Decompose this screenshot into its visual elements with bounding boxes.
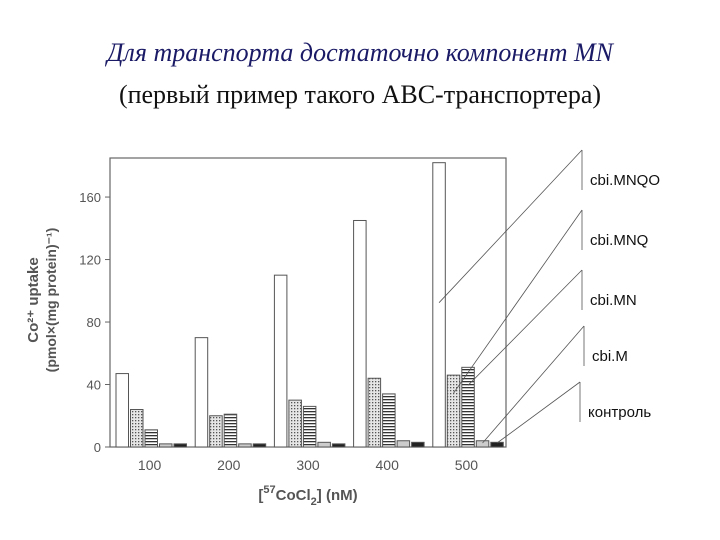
legend-leader-line: [482, 325, 585, 444]
bar-контроль-200: [252, 443, 267, 448]
bar-cbimnqo-500: [432, 162, 446, 448]
bar-cbimnqo-200: [194, 337, 209, 448]
bar-контроль-500: [490, 441, 504, 448]
legend-label: cbi.MN: [590, 292, 637, 309]
x-tick-label: 200: [217, 457, 241, 473]
bar-контроль-400: [411, 441, 425, 448]
bar-cbimn-200: [223, 413, 238, 448]
y-tick-label: 0: [94, 440, 101, 455]
legend-label: cbi.MNQ: [590, 232, 648, 249]
bar-cbim-200: [238, 443, 252, 448]
x-axis-label: [57CoCl2] (nM): [258, 484, 357, 508]
legend-label: cbi.MNQO: [590, 172, 660, 189]
bar-cbimnq-400: [367, 377, 382, 448]
bar-cbimnqo-400: [353, 219, 367, 448]
legend-leader-line: [496, 381, 581, 444]
x-tick-label: 100: [138, 457, 162, 473]
bar-контроль-300: [331, 443, 346, 448]
bar-cbim-400: [396, 440, 411, 448]
bar-cbimnq-300: [288, 399, 302, 448]
bar-cbimnq-100: [130, 409, 144, 448]
bar-cbimnq-200: [209, 415, 223, 448]
y-tick-label: 160: [79, 190, 101, 205]
y-axis-label-units: (pmol×(mg protein)⁻¹): [43, 228, 59, 373]
bar-контроль-100: [173, 443, 187, 448]
legend-leader-line: [453, 209, 583, 394]
legend-leader-line: [467, 269, 583, 386]
bar-cbim-500: [475, 440, 490, 448]
y-tick-label: 80: [87, 315, 101, 330]
bar-cbim-100: [159, 443, 173, 448]
y-axis-label: Co²⁺ uptake: [25, 257, 42, 342]
bar-cbimn-300: [302, 405, 317, 448]
y-tick-label: 120: [79, 253, 101, 268]
bar-cbimnqo-100: [115, 373, 129, 448]
legend-label: контроль: [588, 404, 651, 421]
bar-cbim-300: [317, 441, 331, 448]
x-tick-label: 500: [455, 457, 479, 473]
bar-cbimn-500: [461, 366, 475, 448]
x-tick-label: 400: [376, 457, 400, 473]
legend-label: cbi.M: [592, 348, 628, 365]
slide-title: Для транспорта достаточно компонент MN: [106, 38, 613, 67]
x-tick-label: 300: [296, 457, 320, 473]
plot-frame: [109, 157, 507, 448]
bar-cbimnqo-300: [273, 274, 288, 448]
y-tick-label: 40: [87, 378, 101, 393]
slide-subtitle: (первый пример такого ABC-транспортера): [118, 80, 602, 109]
bar-cbimn-400: [382, 393, 396, 448]
bar-cbimn-100: [144, 429, 158, 448]
legend-leader-line: [438, 149, 583, 303]
bar-cbimnq-500: [446, 374, 461, 448]
